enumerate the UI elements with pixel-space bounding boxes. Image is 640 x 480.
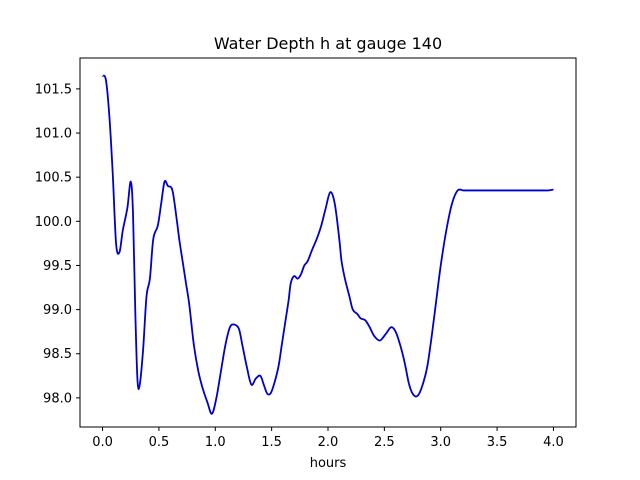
y-tick-label: 99.5 bbox=[43, 259, 72, 274]
x-tick-label: 2.0 bbox=[318, 435, 339, 450]
y-tick-label: 101.5 bbox=[35, 82, 72, 97]
chart-title: Water Depth h at gauge 140 bbox=[214, 34, 442, 53]
y-tick-label: 99.0 bbox=[43, 303, 72, 318]
y-tick-label: 98.0 bbox=[43, 391, 72, 406]
water-depth-series-line bbox=[101, 74, 554, 415]
x-tick-label: 2.5 bbox=[374, 435, 395, 450]
x-tick-label: 1.0 bbox=[205, 435, 226, 450]
x-tick-label: 3.0 bbox=[430, 435, 451, 450]
series-layer bbox=[101, 74, 554, 415]
x-tick-label: 1.5 bbox=[261, 435, 282, 450]
x-tick-label: 3.5 bbox=[487, 435, 508, 450]
x-tick-label: 4.0 bbox=[543, 435, 564, 450]
x-axis: 0.0 0.5 1.0 1.5 2.0 2.5 3.0 3.5 4.0 bbox=[92, 427, 564, 450]
y-tick-label: 100.5 bbox=[35, 171, 72, 186]
x-tick-label: 0.5 bbox=[149, 435, 170, 450]
y-tick-label: 101.0 bbox=[35, 127, 72, 142]
x-axis-label: hours bbox=[310, 456, 347, 471]
x-tick-label: 0.0 bbox=[92, 435, 113, 450]
y-axis: 98.0 98.5 99.0 99.5 100.0 100.5 101.0 101.5 bbox=[35, 82, 80, 406]
y-tick-label: 100.0 bbox=[35, 215, 72, 230]
y-tick-label: 98.5 bbox=[43, 347, 72, 362]
